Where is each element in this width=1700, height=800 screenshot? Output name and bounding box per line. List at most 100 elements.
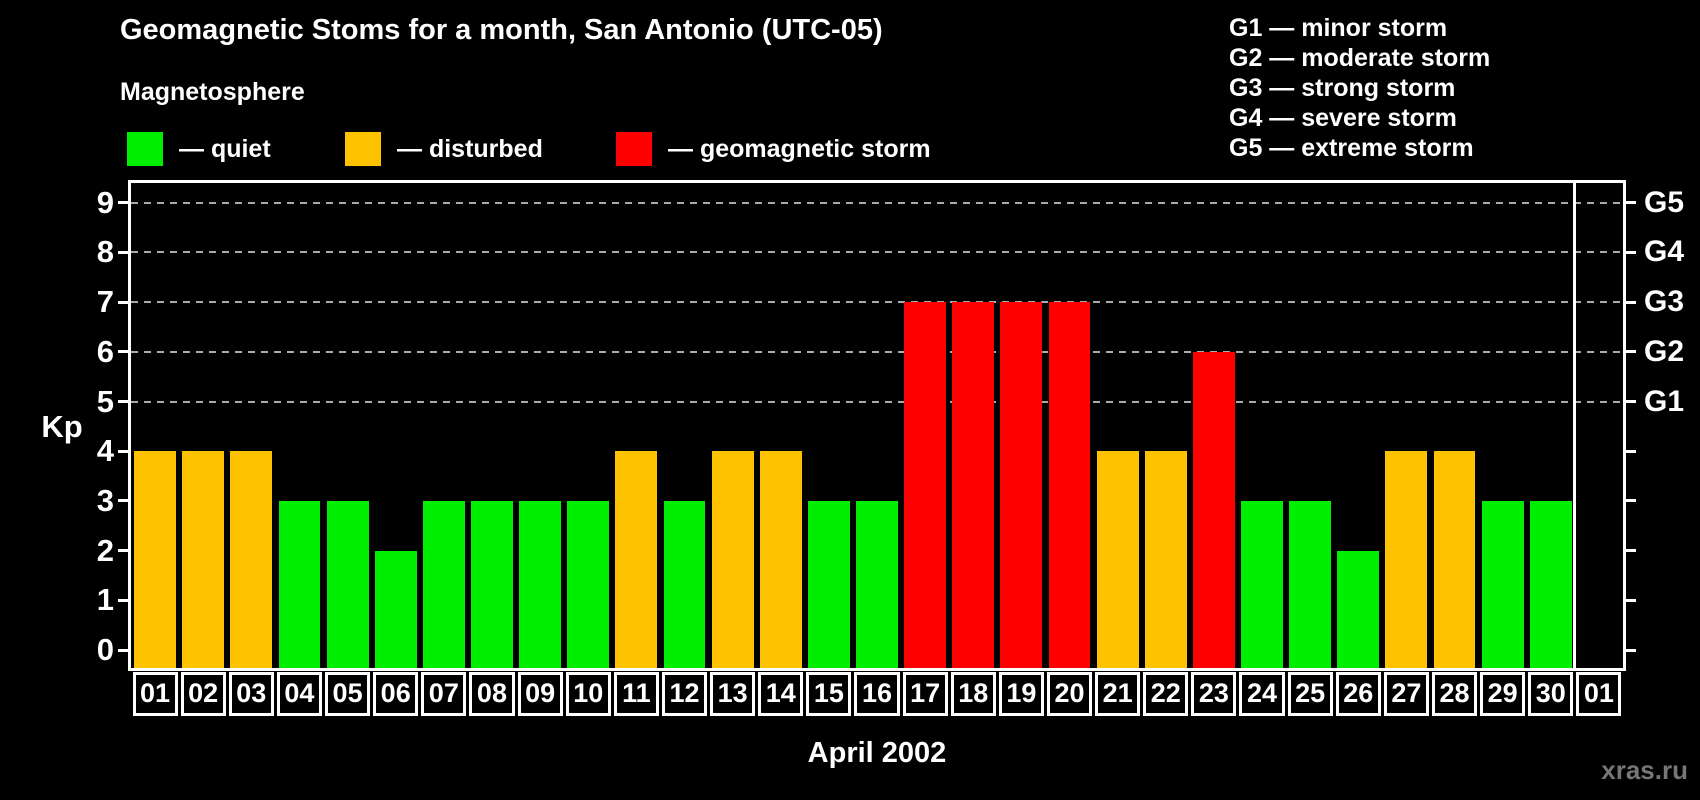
month-separator-line	[1573, 183, 1577, 668]
g-legend-entry-g2: G2 — moderate storm	[1229, 44, 1491, 72]
y-axis-tick-left	[118, 201, 128, 205]
y-axis-tick-right	[1626, 499, 1636, 503]
x-axis-day-cell: 19	[998, 672, 1044, 716]
x-axis-day-cell: 13	[710, 672, 756, 716]
y-axis-tick-right	[1626, 350, 1636, 354]
bar-day-11	[615, 451, 658, 668]
x-axis-day-cell: 18	[950, 672, 996, 716]
x-axis-day-cell: 15	[806, 672, 852, 716]
bar-day-29	[1481, 500, 1524, 668]
x-axis-day-cell: 10	[565, 672, 611, 716]
y-axis-tick-label: 7	[96, 284, 114, 320]
x-axis-day-cell: 06	[373, 672, 419, 716]
y-axis-tick-left	[118, 549, 128, 553]
x-axis-day-cell: 30	[1528, 672, 1574, 716]
bar-day-16	[856, 500, 898, 668]
chart-title: Geomagnetic Stoms for a month, San Anton…	[120, 14, 883, 46]
x-axis-day-cell: 20	[1046, 672, 1093, 716]
bar-day-18	[952, 302, 995, 668]
x-axis-day-cell: 24	[1239, 672, 1285, 716]
y-axis-tick-label: 8	[96, 234, 114, 270]
g-axis-label-g5: G5	[1644, 185, 1685, 219]
y-axis-tick-right	[1626, 549, 1636, 553]
x-axis-day-cell: 09	[517, 672, 563, 716]
watermark: xras.ru	[1601, 755, 1688, 785]
bar-day-21	[1096, 451, 1139, 668]
y-axis-tick-label: 5	[96, 383, 114, 419]
y-axis-tick-right	[1626, 598, 1636, 602]
x-axis-day-cell: 17	[902, 672, 948, 716]
bar-day-20	[1048, 302, 1091, 668]
g-scale-legend: G1 — minor storm G2 — moderate storm G3 …	[1229, 13, 1490, 163]
y-axis-tick-label: 4	[96, 433, 114, 469]
y-axis-tick-left	[118, 648, 128, 652]
g-legend-entry-g3: G3 — strong storm	[1229, 74, 1456, 102]
g-axis-label-g4: G4	[1644, 235, 1685, 269]
bar-day-02	[182, 451, 225, 668]
x-axis-day-cell: 25	[1287, 672, 1333, 716]
x-axis-day-cell: 21	[1095, 672, 1141, 716]
x-axis-day-cell: 16	[854, 672, 900, 716]
bar-day-17	[904, 302, 947, 668]
x-axis-day-cell: 01	[132, 672, 178, 716]
bar-day-22	[1144, 451, 1187, 668]
y-axis-tick-label: 3	[96, 482, 114, 518]
bar-day-13	[711, 451, 754, 668]
legend-swatch	[345, 132, 381, 166]
legend-swatch	[616, 132, 652, 166]
x-axis-day-cell: 23	[1191, 672, 1237, 716]
gridline-kp-6	[131, 350, 1623, 353]
x-axis-day-cell: 29	[1480, 672, 1526, 716]
bar-day-04	[278, 500, 321, 668]
y-axis-tick-left	[118, 250, 128, 254]
bar-day-03	[230, 451, 273, 668]
bar-day-28	[1433, 451, 1476, 668]
g-legend-entry-g4: G4 — severe storm	[1229, 104, 1457, 132]
legend-item-label: — disturbed	[397, 134, 543, 163]
bar-day-10	[567, 500, 610, 668]
bar-day-19	[1000, 302, 1043, 668]
x-axis-day-cell: 05	[325, 672, 371, 716]
y-axis-tick-right	[1626, 449, 1636, 453]
y-axis-label: Kp	[41, 409, 83, 444]
legend-item-quiet: — quiet	[127, 130, 271, 168]
x-axis-day-cell: 28	[1431, 672, 1478, 716]
y-axis-tick-left	[118, 300, 128, 304]
bar-day-25	[1289, 500, 1332, 668]
g-legend-entry-g5: G5 — extreme storm	[1229, 134, 1474, 162]
y-axis-tick-left	[118, 400, 128, 403]
y-axis-tick-right	[1626, 250, 1636, 254]
y-axis-tick-left	[118, 449, 128, 453]
plot-area	[118, 183, 1636, 668]
x-axis-day-cell: 01	[1576, 672, 1622, 716]
bar-day-23	[1192, 351, 1235, 668]
bar-day-09	[519, 500, 562, 668]
x-axis-day-cell: 04	[276, 672, 322, 716]
bar-day-07	[422, 500, 465, 668]
y-axis-tick-left	[118, 499, 128, 503]
y-axis-tick-label: 2	[96, 532, 114, 568]
y-axis-tick-right	[1626, 400, 1636, 403]
x-axis-day-cell: 03	[228, 672, 274, 716]
x-axis-label: April 2002	[807, 737, 947, 769]
gridline-kp-8	[131, 251, 1623, 254]
y-axis-tick-right	[1626, 201, 1636, 205]
bar-day-08	[471, 500, 513, 668]
legend-item-storm: — geomagnetic storm	[616, 130, 931, 168]
bar-day-12	[663, 500, 706, 668]
x-axis-day-cell: 07	[421, 672, 467, 716]
bar-day-24	[1241, 500, 1283, 668]
x-axis-day-cell: 08	[469, 672, 515, 716]
y-axis-tick-label: 1	[96, 582, 114, 618]
x-axis-day-cell: 26	[1335, 672, 1381, 716]
bar-day-27	[1385, 451, 1428, 668]
legend-item-label: — quiet	[179, 134, 271, 163]
g-axis-label-g3: G3	[1644, 285, 1685, 319]
g-legend-entry-g1: G1 — minor storm	[1229, 14, 1448, 42]
y-axis-tick-label: 6	[96, 333, 114, 369]
bar-day-01	[134, 451, 176, 668]
bar-day-30	[1529, 500, 1572, 668]
x-axis-day-cell: 14	[758, 672, 804, 716]
gridline-kp-9	[131, 201, 1623, 204]
